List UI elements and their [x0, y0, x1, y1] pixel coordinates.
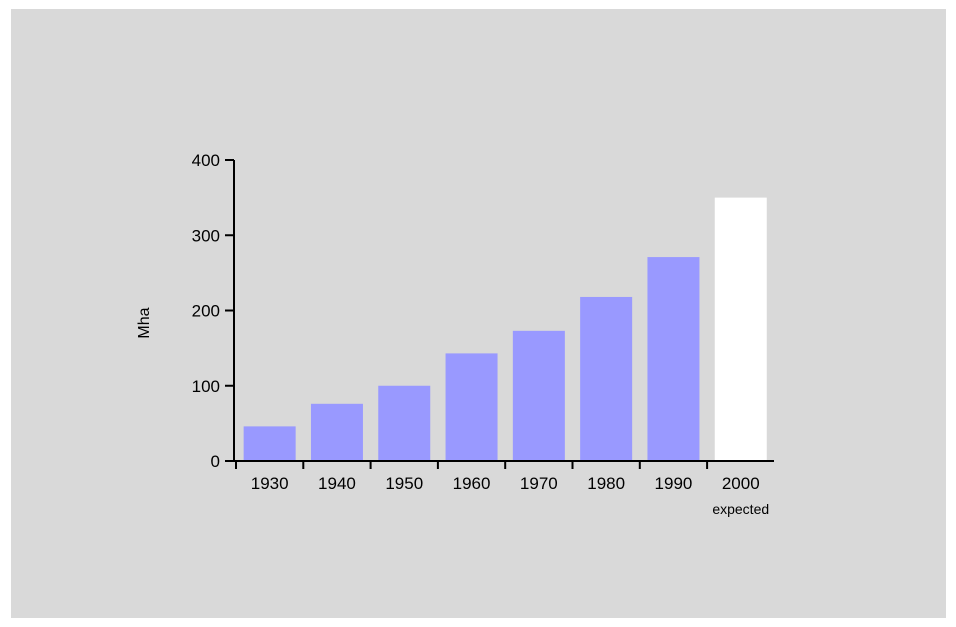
- y-ticks: 0 100 200 300 400: [192, 151, 234, 471]
- y-tick-label: 300: [192, 226, 220, 245]
- bar-2000: [715, 198, 767, 461]
- bar-1930: [244, 426, 296, 461]
- bar-1980: [580, 297, 632, 461]
- bar-1940: [311, 404, 363, 461]
- y-tick-label: 200: [192, 302, 220, 321]
- x-tick-label: 1970: [520, 474, 558, 493]
- bar-1990: [647, 257, 699, 461]
- x-ticks: [236, 461, 707, 469]
- x-tick-label: 1950: [385, 474, 423, 493]
- y-tick-label: 100: [192, 377, 220, 396]
- y-tick-label: 0: [211, 452, 220, 471]
- x-tick-label: 1930: [251, 474, 289, 493]
- y-axis-label: Mha: [136, 307, 153, 338]
- x-tick-sublabel: expected: [712, 501, 769, 517]
- x-tick-label: 1990: [655, 474, 693, 493]
- y-tick-label: 400: [192, 151, 220, 170]
- x-tick-label: 1980: [587, 474, 625, 493]
- x-tick-label: 2000: [722, 474, 760, 493]
- bars-layer: [244, 198, 767, 461]
- bar-1960: [446, 353, 498, 461]
- bar-1950: [378, 386, 430, 461]
- x-tick-labels: 1930 1940 1950 1960 1970 1980 1990 2000 expected: [251, 474, 769, 517]
- bar-1970: [513, 331, 565, 461]
- x-tick-label: 1960: [453, 474, 491, 493]
- x-tick-label: 1940: [318, 474, 356, 493]
